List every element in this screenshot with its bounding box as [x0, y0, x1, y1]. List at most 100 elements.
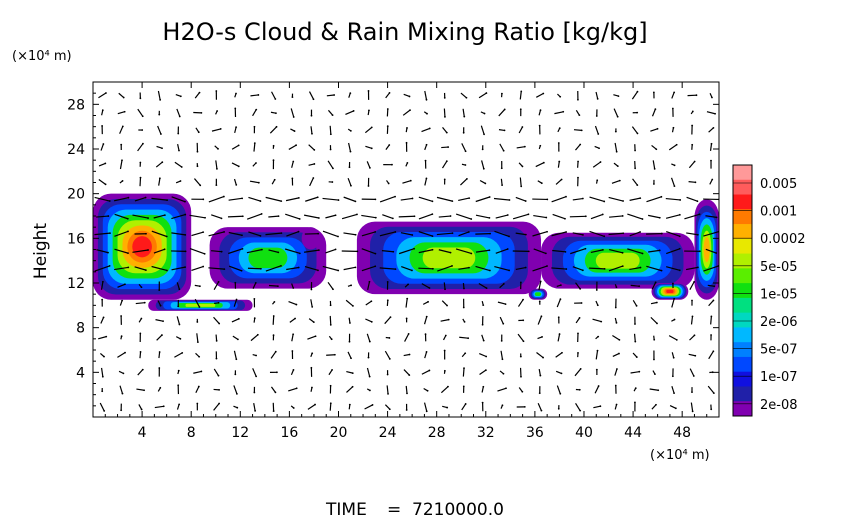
wind-vector-head	[237, 165, 240, 168]
x-tick-label: 4	[138, 425, 147, 441]
wind-vector-head	[580, 129, 583, 132]
wind-vector-head	[329, 304, 332, 307]
wind-vector-head	[694, 181, 697, 184]
wind-vector-head	[329, 148, 332, 151]
wind-vector	[285, 197, 299, 202]
wind-vector-head	[424, 159, 427, 162]
wind-vector	[189, 214, 206, 219]
wind-vector-head	[272, 159, 275, 162]
wind-vector-head	[158, 367, 161, 369]
wind-vector	[361, 214, 376, 219]
wind-vector	[632, 352, 638, 358]
wind-vector-head	[374, 231, 377, 233]
wind-vector	[213, 403, 220, 411]
wind-vector-head	[216, 167, 218, 170]
x-tick-label: 40	[575, 425, 593, 441]
wind-vector-head	[595, 289, 598, 291]
wind-vector	[386, 385, 389, 394]
wind-vector-head	[370, 300, 373, 303]
wind-vector-head	[634, 167, 637, 170]
wind-vector	[651, 282, 657, 290]
wind-vector-head	[272, 410, 275, 412]
wind-vector-head	[519, 355, 522, 358]
wind-vector-head	[603, 235, 606, 238]
wind-vector	[137, 108, 144, 117]
wind-vector	[307, 335, 316, 340]
wind-vector	[557, 161, 560, 168]
wind-vector-head	[199, 184, 202, 187]
wind-vector-head	[520, 90, 523, 93]
wind-vector-head	[317, 232, 320, 235]
wind-vector-head	[177, 132, 180, 135]
wind-vector-head	[165, 235, 168, 238]
wind-vector-head	[235, 183, 238, 186]
wind-vector-head	[522, 298, 524, 301]
wind-vector	[424, 351, 428, 359]
wind-vector-head	[356, 213, 358, 216]
wind-vector	[208, 267, 225, 270]
y-tick-label: 16	[67, 231, 85, 247]
wind-vector-head	[615, 403, 618, 406]
wind-vector-head	[196, 165, 199, 168]
wind-vector-head	[712, 126, 715, 129]
wind-vector-head	[500, 339, 503, 342]
wind-vector-head	[483, 112, 486, 115]
colorbar-swatch	[733, 209, 752, 225]
wind-vector-head	[695, 94, 698, 97]
wind-vector	[99, 402, 105, 412]
wind-vector-head	[653, 358, 655, 361]
wind-vector-head	[139, 332, 142, 335]
wind-vector-head	[597, 133, 600, 135]
wind-vector-head	[255, 108, 258, 111]
wind-vector-head	[431, 248, 434, 251]
wind-vector-head	[178, 288, 181, 291]
wind-vector-head	[280, 200, 283, 203]
wind-vector	[572, 266, 584, 271]
wind-vector-head	[386, 280, 389, 283]
wind-vector	[327, 109, 334, 116]
wind-vector-head	[463, 367, 465, 370]
wind-vector-head	[276, 285, 279, 287]
wind-vector-head	[443, 96, 446, 99]
wind-vector	[310, 299, 313, 308]
wind-vector-head	[166, 199, 169, 201]
wind-vector	[176, 316, 181, 325]
wind-vector	[193, 370, 202, 374]
wind-vector-head	[388, 358, 391, 360]
wind-vector-head	[280, 264, 282, 267]
x-tick-label: 16	[280, 425, 298, 441]
wind-vector	[233, 385, 238, 395]
wind-vector-head	[597, 335, 600, 338]
wind-vector-head	[596, 97, 599, 100]
wind-vector	[648, 249, 660, 253]
wind-vector-head	[332, 167, 334, 170]
wind-vector	[494, 230, 510, 237]
wind-vector-head	[139, 351, 142, 353]
wind-vector	[211, 250, 222, 253]
wind-vector	[630, 284, 640, 287]
wind-vector-head	[463, 115, 466, 118]
wind-vector-head	[348, 340, 351, 343]
wind-vector	[608, 232, 624, 236]
wind-vector-head	[202, 198, 205, 201]
wind-vector	[252, 368, 257, 377]
wind-vector-head	[368, 109, 370, 112]
wind-vector-head	[678, 213, 681, 216]
wind-vector	[153, 214, 166, 219]
wind-vector-head	[678, 235, 681, 238]
wind-vector-head	[601, 213, 604, 216]
wind-vector-head	[655, 148, 658, 151]
wind-vector-head	[616, 368, 618, 370]
wind-vector-head	[234, 107, 237, 110]
wind-vector	[668, 335, 678, 341]
wind-vector-head	[108, 200, 111, 202]
wind-vector-head	[597, 385, 600, 387]
wind-vector	[575, 144, 581, 151]
y-tick-label: 28	[67, 97, 85, 113]
wind-vector-head	[161, 161, 164, 164]
wind-vector-head	[618, 352, 620, 355]
wind-vector-head	[274, 350, 277, 353]
wind-vector-head	[673, 91, 676, 94]
wind-vector	[461, 403, 467, 411]
wind-vector-head	[578, 316, 581, 319]
